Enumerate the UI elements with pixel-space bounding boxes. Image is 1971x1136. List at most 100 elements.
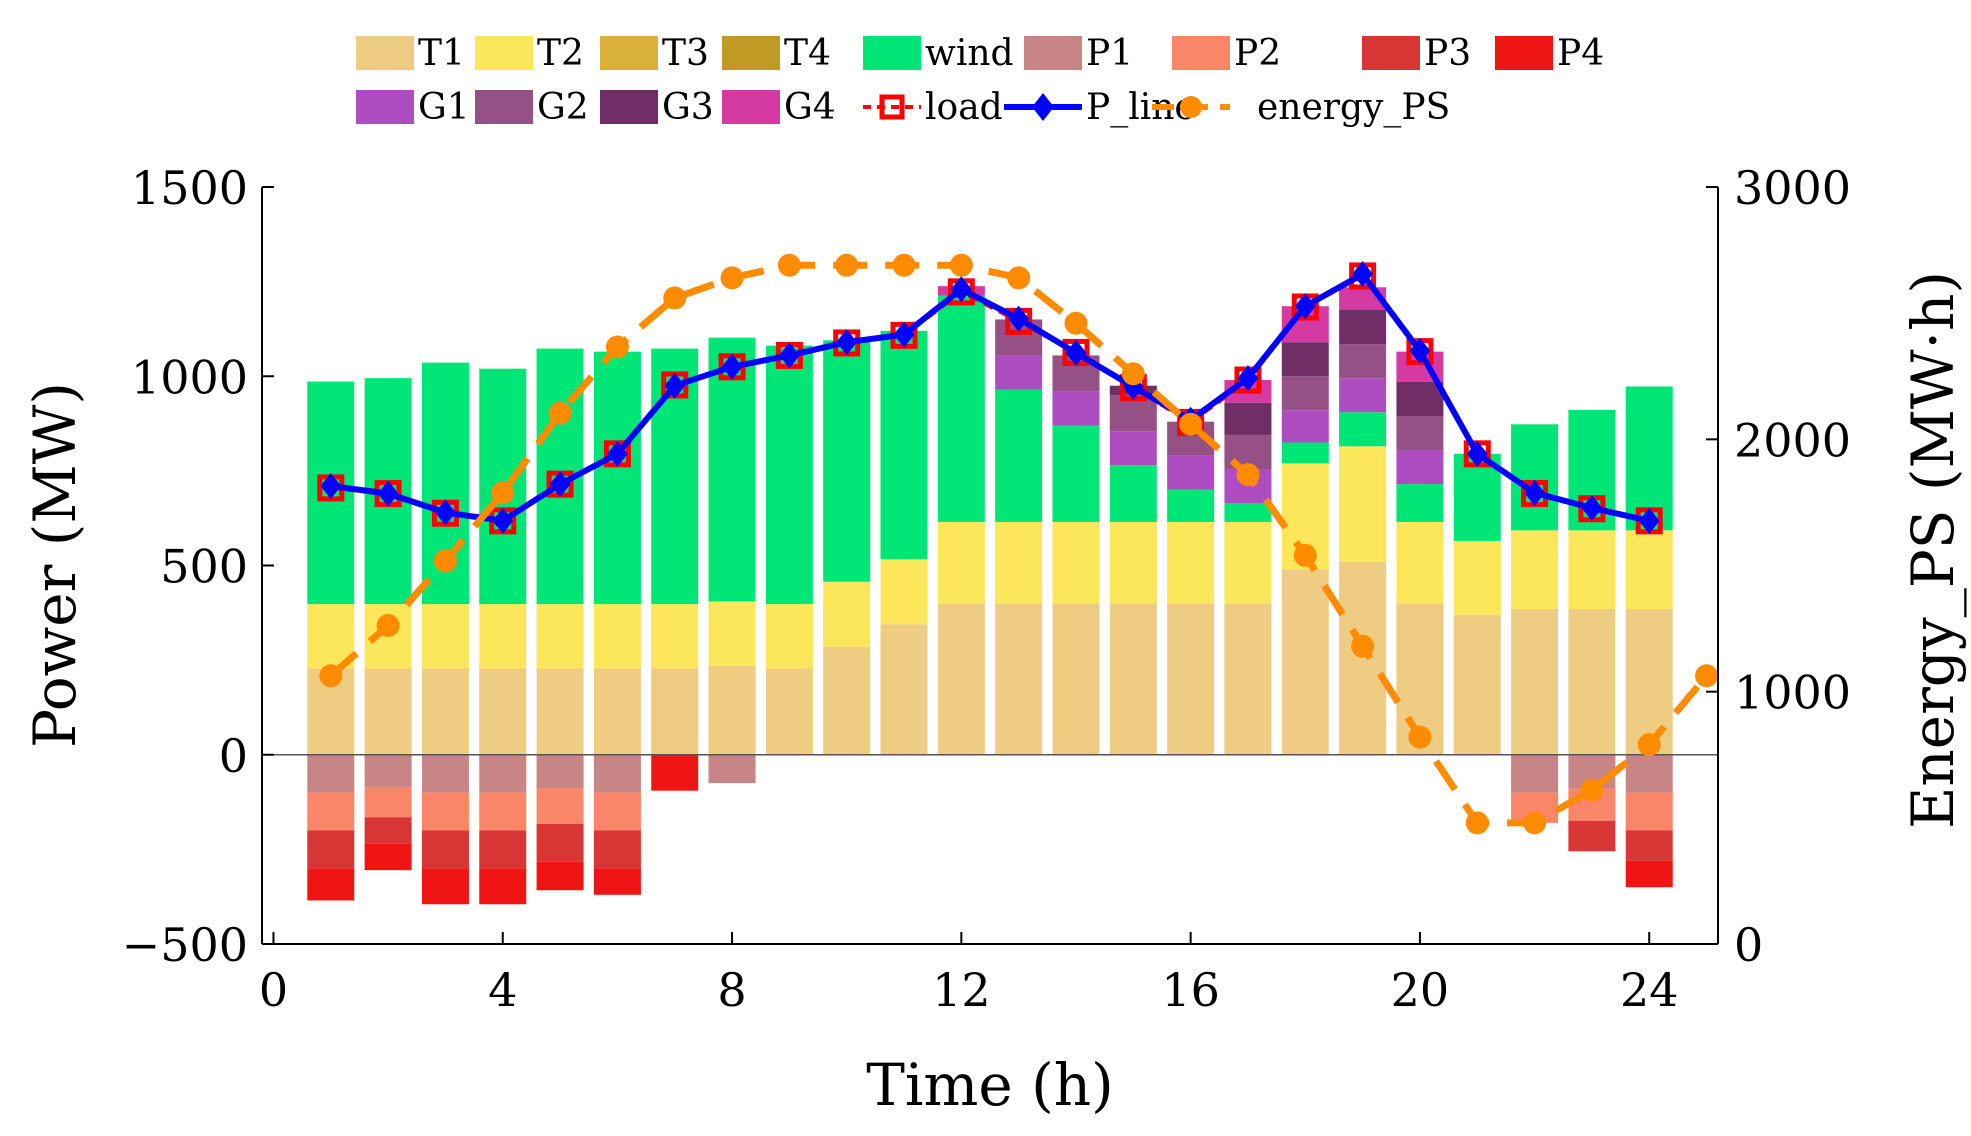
line-p-line [330, 271, 1650, 524]
bar-t1-h2 [364, 668, 412, 755]
bar-p2-h3 [421, 792, 469, 831]
point-p-line-20 [1409, 337, 1431, 364]
bar-p4-h24 [1625, 860, 1673, 888]
legend-swatch-t2 [475, 36, 533, 70]
bar-t2-h7 [651, 604, 699, 669]
legend-swatch-p3 [1362, 36, 1420, 70]
bar-t2-h4 [479, 604, 527, 669]
bar-t1-h15 [1109, 603, 1157, 755]
legend-swatch-p1 [1024, 36, 1082, 70]
bar-p3-h23 [1568, 820, 1616, 852]
point-p-line-17 [1237, 365, 1259, 392]
x-tick-label-16: 16 [1161, 963, 1220, 1017]
y2-tick-label-2000: 2000 [1734, 413, 1851, 467]
bar-t1-h6 [593, 668, 641, 755]
legend-swatch-g1 [356, 90, 414, 124]
x-tick-label-8: 8 [717, 963, 746, 1017]
point-p-line-14 [1065, 339, 1087, 366]
bar-wind-h21 [1453, 453, 1501, 541]
point-p-line-19 [1352, 261, 1373, 288]
bar-p3-h6 [593, 830, 641, 869]
bar-t2-h21 [1453, 540, 1501, 615]
bar-p2-h6 [593, 792, 641, 831]
legend-label-g2: G2 [537, 87, 589, 128]
bar-g1-h20 [1396, 450, 1444, 485]
bar-wind-h14 [1052, 425, 1100, 522]
y-axis-title: Power (MW) [21, 382, 89, 748]
point-energy-ps-12 [949, 253, 973, 277]
legend-marker-energy-ps [1180, 96, 1202, 118]
bar-t1-h4 [479, 668, 527, 755]
legend-marker-p-line [1032, 93, 1054, 121]
bar-p4-h2 [364, 843, 412, 871]
bar-wind-h15 [1109, 465, 1157, 522]
y-tick-label-1: 0 [219, 729, 248, 783]
bar-p3-h3 [421, 830, 469, 869]
bar-wind-h9 [765, 345, 813, 605]
bar-t1-h12 [937, 603, 985, 755]
point-p-line-6 [607, 440, 628, 467]
legend-marker-load [879, 94, 905, 120]
legend-label-g1: G1 [418, 87, 470, 128]
point-p-line-4 [492, 507, 514, 534]
legend-swatch-g4 [722, 90, 780, 124]
point-energy-ps-23 [1580, 778, 1604, 802]
bar-t1-h14 [1052, 603, 1100, 755]
legend-label-p4: P4 [1557, 33, 1604, 74]
bar-t1-h23 [1568, 609, 1616, 755]
point-p-line-24 [1638, 507, 1660, 534]
bar-p3-h5 [536, 824, 584, 862]
bar-t2-h3 [421, 604, 469, 669]
bar-t1-h24 [1625, 609, 1673, 755]
bar-p1-h1 [307, 754, 355, 793]
legend-swatch-t4 [722, 36, 780, 70]
y-tick-label-0: −500 [122, 918, 248, 972]
bar-t1-h3 [421, 668, 469, 755]
bar-wind-h6 [593, 351, 641, 605]
bar-p2-h24 [1625, 792, 1673, 831]
bar-t2-h9 [765, 604, 813, 669]
point-p-line-7 [664, 372, 686, 399]
point-p-line-5 [549, 471, 571, 498]
x-tick-label-20: 20 [1391, 963, 1450, 1017]
x-tick-label-12: 12 [932, 963, 991, 1017]
point-energy-ps-14 [1064, 311, 1088, 335]
point-p-line-10 [836, 329, 858, 356]
legend-label-p3: P3 [1424, 33, 1471, 74]
legend-label-load: load [925, 87, 1003, 128]
point-energy-ps-5 [548, 401, 572, 425]
point-p-line-11 [893, 321, 915, 348]
bar-g2-h15 [1109, 395, 1157, 432]
bar-t2-h24 [1625, 530, 1673, 610]
bar-p1-h3 [421, 754, 469, 793]
x-tick-label-0: 0 [259, 963, 288, 1017]
bar-p3-h24 [1625, 830, 1673, 861]
bar-p2-h5 [536, 788, 584, 825]
bar-g3-h20 [1396, 381, 1444, 416]
point-p-line-9 [778, 342, 800, 369]
legend-label-t3: T3 [662, 33, 709, 74]
bar-p1-h8 [708, 754, 756, 784]
bar-p3-h1 [307, 830, 355, 869]
bar-g1-h18 [1281, 410, 1329, 443]
bar-wind-h11 [880, 330, 928, 560]
point-energy-ps-1 [319, 664, 343, 688]
point-energy-ps-11 [892, 253, 916, 277]
legend-swatch-p4 [1495, 36, 1553, 70]
bar-g1-h16 [1167, 455, 1215, 490]
bar-t1-h16 [1167, 603, 1215, 755]
bar-t1-h11 [880, 624, 928, 755]
bar-t2-h6 [593, 604, 641, 669]
bar-wind-h10 [823, 340, 871, 582]
bar-t2-h17 [1224, 521, 1272, 604]
x-axis-title: Time (h) [866, 1051, 1114, 1119]
y2-tick-label-0: 0 [1734, 918, 1763, 972]
bar-t2-h10 [823, 581, 871, 647]
bars-layer [307, 286, 1673, 905]
point-energy-ps-4 [491, 481, 515, 505]
legend-swatch-g3 [600, 90, 658, 124]
bar-t2-h16 [1167, 521, 1215, 604]
bar-g2-h19 [1339, 344, 1387, 379]
bar-t2-h5 [536, 604, 584, 669]
bar-g3-h18 [1281, 342, 1329, 377]
